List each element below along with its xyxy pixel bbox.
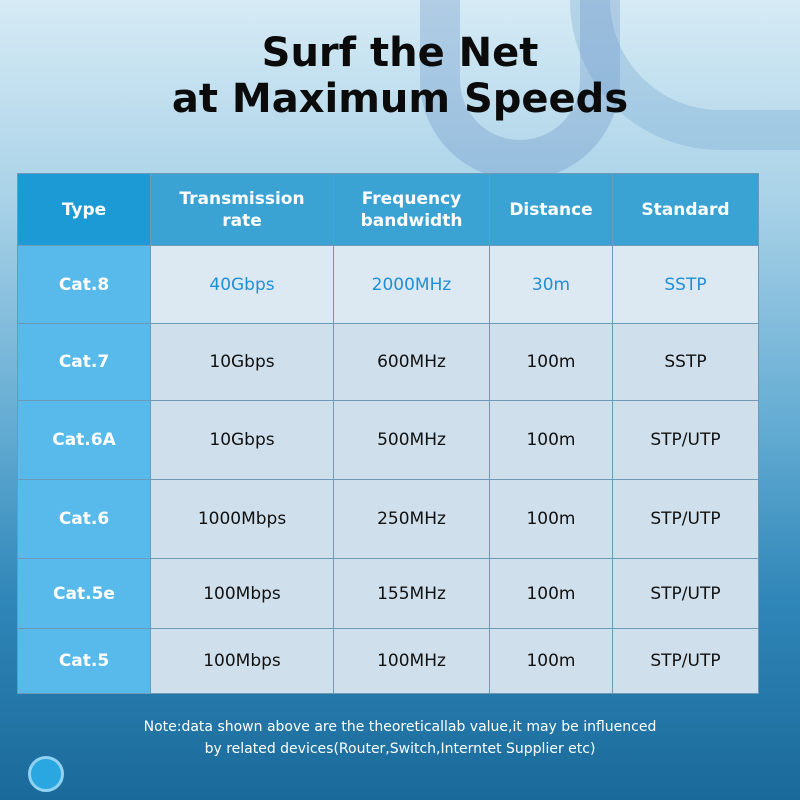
cell-frequency-bandwidth: 600MHz — [333, 323, 490, 401]
cell-type: Cat.7 — [17, 323, 151, 401]
cell-type: Cat.6 — [17, 479, 151, 559]
table-row: Cat.5 100Mbps 100MHz 100m STP/UTP — [17, 628, 759, 694]
cell-distance: 100m — [489, 323, 613, 401]
table-row: Cat.8 40Gbps 2000MHz 30m SSTP — [17, 245, 759, 324]
cell-distance: 100m — [489, 400, 613, 480]
cell-type: Cat.8 — [17, 245, 151, 324]
header-type: Type — [17, 173, 151, 246]
cell-type: Cat.6A — [17, 400, 151, 480]
cell-transmission-rate: 10Gbps — [150, 400, 334, 480]
header-frequency-bandwidth: Frequency bandwidth — [333, 173, 490, 246]
note: Note:data shown above are the theoretica… — [0, 716, 800, 760]
cell-frequency-bandwidth: 2000MHz — [333, 245, 490, 324]
cell-type: Cat.5e — [17, 558, 151, 629]
cell-distance: 30m — [489, 245, 613, 324]
title-line-2: at Maximum Speeds — [171, 76, 629, 122]
cell-transmission-rate: 40Gbps — [150, 245, 334, 324]
note-line-1: Note:data shown above are the theoretica… — [143, 719, 657, 735]
globe-icon — [28, 756, 64, 792]
cell-standard: STP/UTP — [612, 479, 759, 559]
header-standard: Standard — [612, 173, 759, 246]
cell-standard: STP/UTP — [612, 400, 759, 480]
note-line-2: by related devices(Router,Switch,Internt… — [204, 741, 596, 757]
cell-frequency-bandwidth: 250MHz — [333, 479, 490, 559]
table-row: Cat.6A 10Gbps 500MHz 100m STP/UTP — [17, 400, 759, 480]
cell-distance: 100m — [489, 479, 613, 559]
header-distance: Distance — [489, 173, 613, 246]
cell-distance: 100m — [489, 558, 613, 629]
cell-frequency-bandwidth: 155MHz — [333, 558, 490, 629]
table-row: Cat.6 1000Mbps 250MHz 100m STP/UTP — [17, 479, 759, 559]
cell-standard: SSTP — [612, 245, 759, 324]
cell-transmission-rate: 100Mbps — [150, 558, 334, 629]
cell-type: Cat.5 — [17, 628, 151, 694]
cell-frequency-bandwidth: 100MHz — [333, 628, 490, 694]
table-row: Cat.5e 100Mbps 155MHz 100m STP/UTP — [17, 558, 759, 629]
cell-transmission-rate: 10Gbps — [150, 323, 334, 401]
cell-distance: 100m — [489, 628, 613, 694]
cell-standard: STP/UTP — [612, 628, 759, 694]
table-row: Cat.7 10Gbps 600MHz 100m SSTP — [17, 323, 759, 401]
header-transmission-rate: Transmission rate — [150, 173, 334, 246]
page-title: Surf the Net at Maximum Speeds — [0, 30, 800, 122]
cell-frequency-bandwidth: 500MHz — [333, 400, 490, 480]
cell-standard: STP/UTP — [612, 558, 759, 629]
table-header-row: Type Transmission rate Frequency bandwid… — [17, 173, 759, 246]
cell-standard: SSTP — [612, 323, 759, 401]
cell-transmission-rate: 100Mbps — [150, 628, 334, 694]
cable-spec-table: Type Transmission rate Frequency bandwid… — [17, 173, 759, 694]
cell-transmission-rate: 1000Mbps — [150, 479, 334, 559]
title-line-1: Surf the Net — [261, 30, 539, 76]
